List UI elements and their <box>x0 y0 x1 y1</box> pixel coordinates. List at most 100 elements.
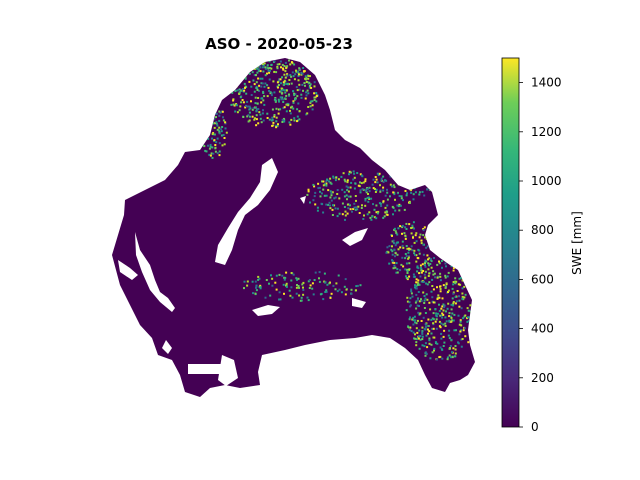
swe-pixel <box>395 232 398 235</box>
swe-pixel <box>208 107 211 110</box>
colorbar-tick-label: 1400 <box>531 76 562 90</box>
swe-pixel <box>423 302 426 304</box>
swe-pixel <box>275 107 278 110</box>
swe-pixel <box>244 69 247 72</box>
swe-pixel <box>324 291 327 293</box>
swe-pixel <box>317 182 320 185</box>
swe-pixel <box>291 62 294 65</box>
swe-pixel <box>271 116 274 119</box>
swe-pixel <box>419 158 422 161</box>
swe-pixel <box>404 257 407 260</box>
swe-pixel <box>354 182 357 185</box>
swe-pixel <box>264 74 267 77</box>
swe-pixel <box>461 287 464 290</box>
swe-pixel <box>446 307 449 310</box>
swe-pixel <box>351 210 353 213</box>
swe-pixel <box>396 271 399 274</box>
swe-pixel <box>467 278 470 281</box>
swe-pixel <box>376 181 379 184</box>
swe-pixel <box>395 271 398 274</box>
swe-pixel <box>259 284 262 287</box>
swe-pixel <box>430 163 433 166</box>
swe-pixel <box>354 208 357 211</box>
swe-pixel <box>451 312 454 315</box>
swe-pixel <box>292 107 295 110</box>
swe-pixel <box>452 283 455 286</box>
swe-pixel <box>292 75 295 78</box>
swe-pixel <box>444 322 447 325</box>
swe-pixel <box>421 331 424 334</box>
swe-pixel <box>355 199 357 202</box>
swe-pixel <box>229 82 232 85</box>
swe-pixel <box>296 278 298 281</box>
swe-pixel <box>214 144 217 146</box>
swe-pixel <box>261 77 264 80</box>
swe-pixel <box>295 277 298 280</box>
colorbar-tick-label: 800 <box>531 223 554 237</box>
swe-pixel <box>457 314 460 317</box>
swe-pixel <box>298 73 300 76</box>
swe-pixel <box>296 120 298 123</box>
swe-pixel <box>375 211 378 214</box>
swe-pixel <box>236 89 239 92</box>
swe-pixel <box>454 296 457 298</box>
swe-pixel <box>334 288 337 291</box>
swe-pixel <box>402 246 405 249</box>
swe-pixel <box>207 137 210 140</box>
swe-pixel <box>406 174 408 177</box>
swe-pixel <box>428 232 431 235</box>
swe-pixel <box>344 278 347 281</box>
swe-pixel <box>415 307 418 310</box>
swe-pixel <box>415 341 418 344</box>
swe-pixel <box>444 262 447 265</box>
swe-pixel <box>302 67 305 69</box>
swe-pixel <box>254 102 257 105</box>
swe-pixel <box>424 323 427 326</box>
swe-pixel <box>469 288 472 291</box>
swe-pixel <box>398 203 401 206</box>
swe-pixel <box>429 263 432 265</box>
swe-pixel <box>386 213 389 216</box>
swe-pixel <box>295 86 298 89</box>
swe-pixel <box>208 153 211 156</box>
swe-pixel <box>409 297 412 300</box>
swe-pixel <box>427 332 429 335</box>
swe-pixel <box>298 294 301 297</box>
swe-pixel <box>421 326 424 329</box>
swe-pixel <box>247 120 250 123</box>
swe-pixel <box>238 88 241 91</box>
swe-pixel <box>415 278 418 281</box>
swe-pixel <box>308 85 311 87</box>
swe-pixel <box>347 195 350 198</box>
swe-pixel <box>417 282 420 285</box>
swe-pixel <box>301 283 304 286</box>
swe-pixel <box>361 204 363 207</box>
swe-pixel <box>297 79 300 82</box>
swe-pixel <box>210 117 213 120</box>
swe-pixel <box>446 358 449 361</box>
swe-pixel <box>444 316 447 319</box>
swe-pixel <box>297 285 300 287</box>
swe-pixel <box>459 330 462 333</box>
swe-pixel <box>404 268 407 271</box>
swe-pixel <box>424 297 427 300</box>
swe-pixel <box>379 184 381 187</box>
swe-pixel <box>431 169 434 172</box>
swe-pixel <box>250 100 252 103</box>
swe-pixel <box>449 315 452 318</box>
swe-pixel <box>239 96 242 99</box>
swe-pixel <box>276 125 279 128</box>
swe-pixel <box>309 201 311 204</box>
swe-pixel <box>288 121 291 124</box>
swe-pixel <box>439 285 441 288</box>
swe-pixel <box>413 185 416 188</box>
swe-pixel <box>410 182 413 185</box>
swe-pixel <box>423 226 426 229</box>
swe-pixel <box>244 86 246 89</box>
swe-pixel <box>281 92 283 95</box>
swe-pixel <box>292 100 295 103</box>
swe-pixel <box>329 181 332 184</box>
swe-pixel <box>213 117 216 120</box>
swe-pixel <box>425 246 428 249</box>
swe-pixel <box>283 89 286 92</box>
